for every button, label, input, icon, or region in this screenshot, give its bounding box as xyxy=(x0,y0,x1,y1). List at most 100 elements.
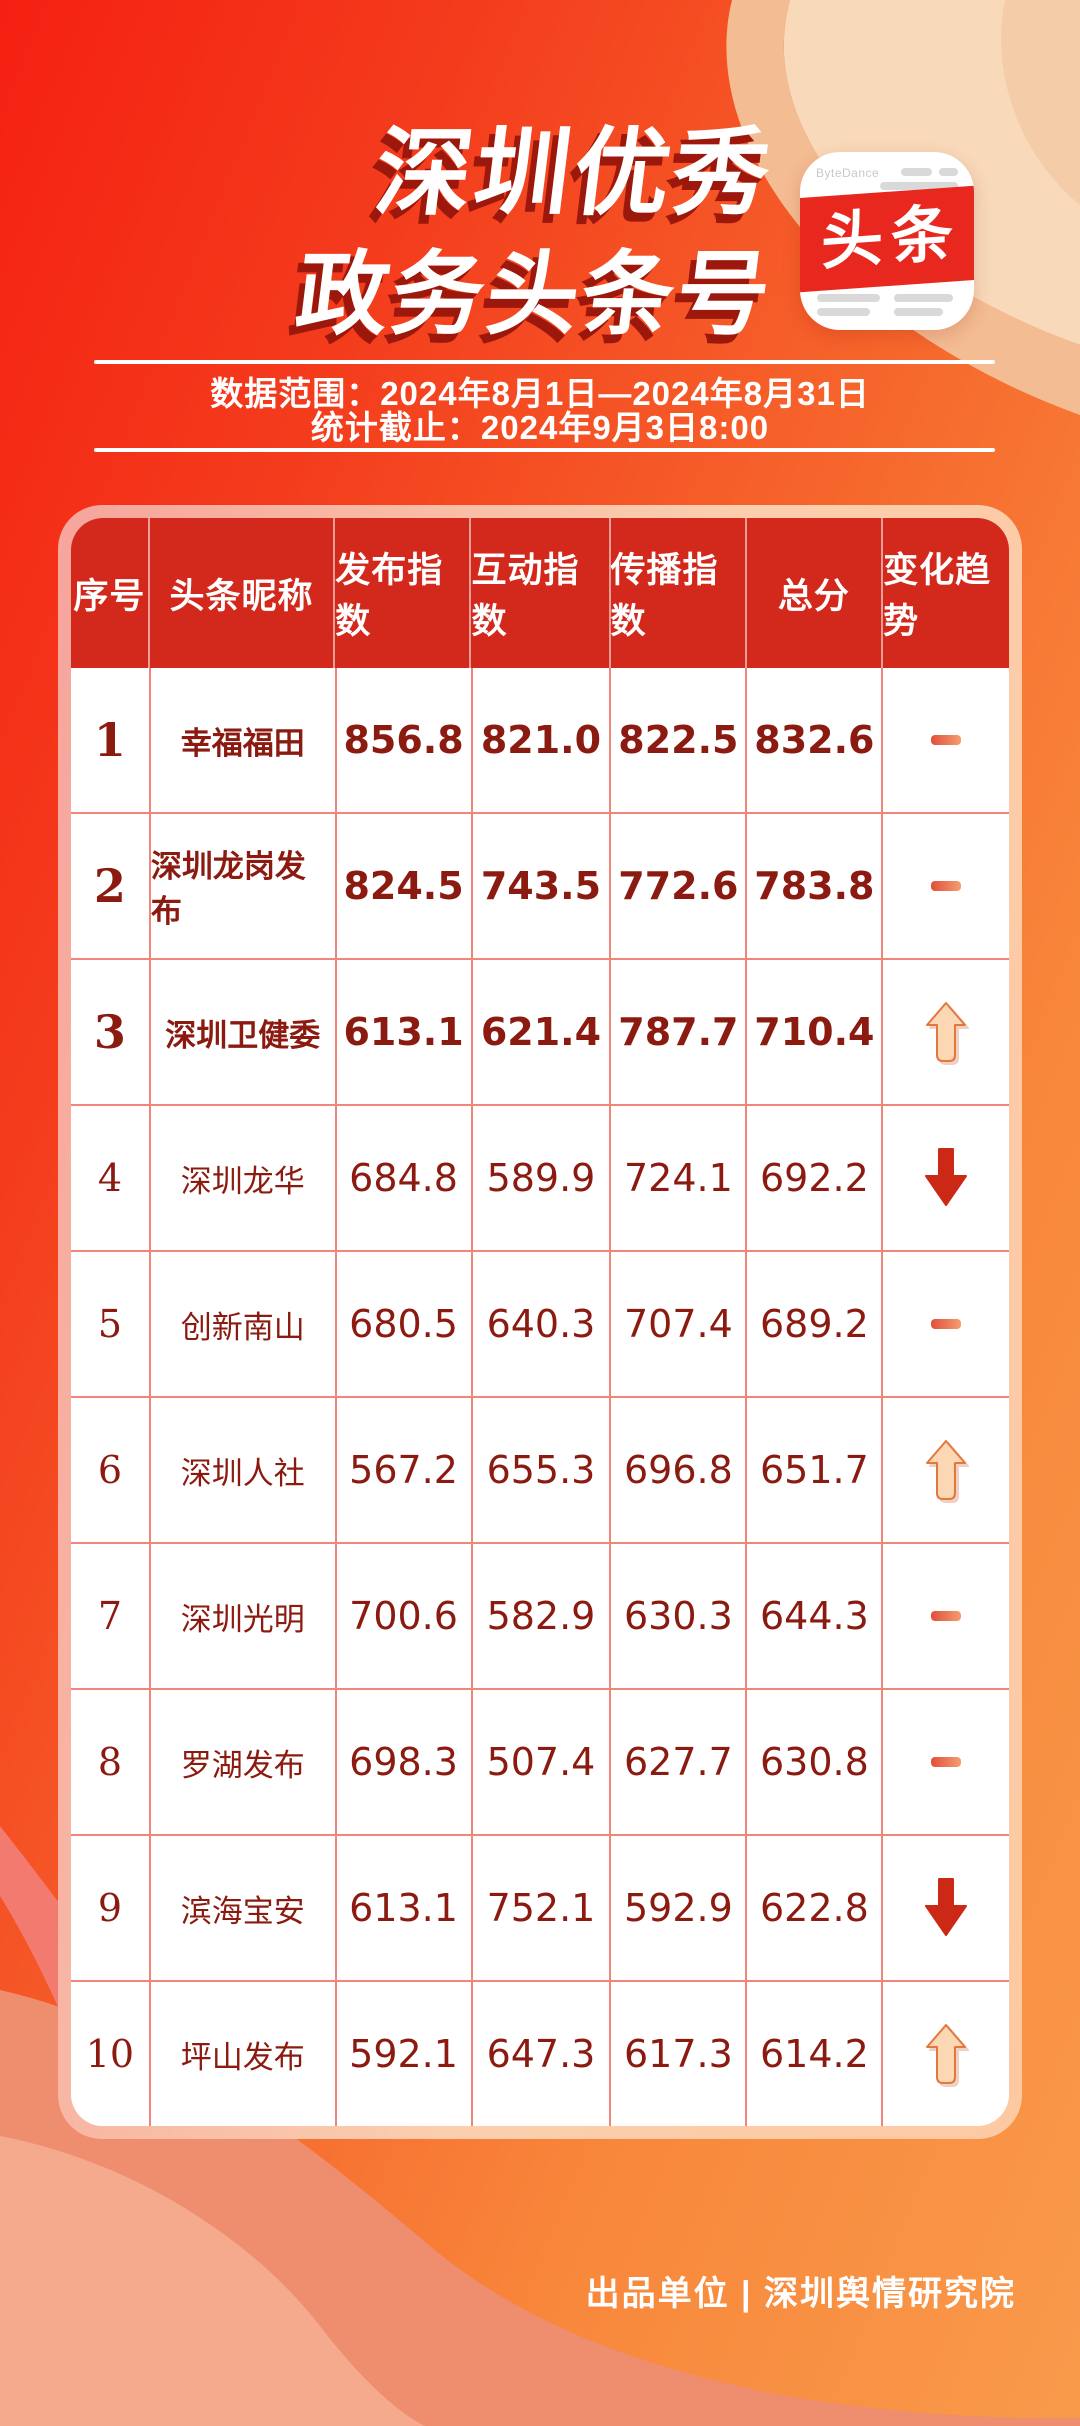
header-cell-6: 变化趋势 xyxy=(881,518,1009,668)
nickname-cell: 创新南山 xyxy=(148,1252,335,1396)
toutiao-badge-text: 头条 xyxy=(821,198,961,278)
trend-cell xyxy=(881,960,1009,1104)
rank-cell: 8 xyxy=(97,1740,123,1784)
trend-flat-icon xyxy=(931,735,962,745)
stats-cutoff-label: 统计截止：2024年9月3日8:00 xyxy=(310,409,770,446)
total-score-cell: 710.4 xyxy=(745,960,881,1104)
trend-flat-icon xyxy=(931,881,962,891)
rank-cell: 10 xyxy=(85,2032,135,2076)
trend-cell xyxy=(881,814,1009,958)
nickname-cell: 幸福福田 xyxy=(148,668,335,812)
divider-line-top xyxy=(94,360,995,364)
newspaper-line-icon xyxy=(900,168,933,176)
publish-index-cell: 700.6 xyxy=(334,1544,471,1688)
header-cell-3: 互动指数 xyxy=(469,518,608,668)
nickname-cell: 坪山发布 xyxy=(148,1982,335,2126)
header-cell-5: 总分 xyxy=(744,518,881,668)
total-score-cell: 651.7 xyxy=(745,1398,881,1542)
nickname-cell: 深圳龙岗发布 xyxy=(148,814,335,958)
nickname-cell: 深圳卫健委 xyxy=(148,960,335,1104)
trend-cell xyxy=(881,1982,1009,2126)
nickname-cell: 滨海宝安 xyxy=(148,1836,335,1980)
rank-cell: 3 xyxy=(93,1005,126,1059)
spread-index-cell: 772.6 xyxy=(609,814,745,958)
page-title: 深圳优秀 政务头条号 xyxy=(291,116,779,350)
toutiao-red-band: 头条 xyxy=(800,185,974,293)
toutiao-app-icon: ByteDance 头条 xyxy=(800,152,974,330)
rank-cell: 9 xyxy=(97,1886,123,1930)
bytedance-brand-text: ByteDance xyxy=(816,166,880,180)
rank-cell: 1 xyxy=(93,713,126,767)
table-row: 1 幸福福田 856.8 821.0 822.5 832.6 xyxy=(71,668,1009,812)
total-score-cell: 614.2 xyxy=(745,1982,881,2126)
total-score-cell: 689.2 xyxy=(745,1252,881,1396)
table-row: 10 坪山发布 592.1 647.3 617.3 614.2 xyxy=(71,1980,1009,2126)
spread-index-cell: 707.4 xyxy=(609,1252,745,1396)
total-score-cell: 783.8 xyxy=(745,814,881,958)
table-row: 3 深圳卫健委 613.1 621.4 787.7 710.4 xyxy=(71,958,1009,1104)
trend-cell xyxy=(881,1252,1009,1396)
interaction-index-cell: 647.3 xyxy=(470,1982,610,2126)
publish-index-cell: 613.1 xyxy=(334,960,471,1104)
interaction-index-cell: 640.3 xyxy=(470,1252,610,1396)
trend-up-icon xyxy=(924,1438,968,1502)
divider-line-bottom xyxy=(94,448,995,452)
newspaper-line-icon xyxy=(893,308,943,316)
trend-cell xyxy=(881,1398,1009,1542)
trend-cell xyxy=(881,1544,1009,1688)
newspaper-line-icon xyxy=(817,294,881,302)
total-score-cell: 630.8 xyxy=(745,1690,881,1834)
header-cell-0: 序号 xyxy=(73,576,146,616)
publish-index-cell: 613.1 xyxy=(334,1836,471,1980)
spread-index-cell: 630.3 xyxy=(609,1544,745,1688)
trend-up-icon xyxy=(924,2022,968,2086)
spread-index-cell: 627.7 xyxy=(609,1690,745,1834)
header-cell-2: 发布指数 xyxy=(333,518,469,668)
spread-index-cell: 787.7 xyxy=(609,960,745,1104)
interaction-index-cell: 507.4 xyxy=(470,1690,610,1834)
spread-index-cell: 696.8 xyxy=(609,1398,745,1542)
data-range-label: 数据范围：2024年8月1日—2024年8月31日 xyxy=(210,375,870,412)
rank-cell: 4 xyxy=(97,1156,123,1200)
publish-index-cell: 824.5 xyxy=(334,814,471,958)
table-row: 9 滨海宝安 613.1 752.1 592.9 622.8 xyxy=(71,1834,1009,1980)
total-score-cell: 692.2 xyxy=(745,1106,881,1250)
total-score-cell: 832.6 xyxy=(745,668,881,812)
table-row: 7 深圳光明 700.6 582.9 630.3 644.3 xyxy=(71,1542,1009,1688)
rank-cell: 7 xyxy=(97,1594,123,1638)
table-row: 2 深圳龙岗发布 824.5 743.5 772.6 783.8 xyxy=(71,812,1009,958)
publish-index-cell: 698.3 xyxy=(334,1690,471,1834)
table-header-row: 序号 头条昵称 发布指数 互动指数 传播指数 总分 变化趋势 xyxy=(71,518,1009,668)
interaction-index-cell: 655.3 xyxy=(470,1398,610,1542)
spread-index-cell: 822.5 xyxy=(609,668,745,812)
trend-down-icon xyxy=(924,1878,968,1938)
trend-flat-icon xyxy=(931,1319,962,1329)
rank-cell: 5 xyxy=(97,1302,123,1346)
interaction-index-cell: 621.4 xyxy=(470,960,610,1104)
interaction-index-cell: 821.0 xyxy=(470,668,610,812)
title-line-1: 深圳优秀 xyxy=(369,120,779,227)
publish-index-cell: 856.8 xyxy=(334,668,471,812)
publish-index-cell: 680.5 xyxy=(334,1252,471,1396)
ranking-table: 序号 头条昵称 发布指数 互动指数 传播指数 总分 变化趋势 1 幸福福田 856.8 821.0… xyxy=(71,518,1009,2126)
spread-index-cell: 592.9 xyxy=(609,1836,745,1980)
nickname-cell: 深圳光明 xyxy=(148,1544,335,1688)
publish-index-cell: 684.8 xyxy=(334,1106,471,1250)
newspaper-line-icon xyxy=(939,168,959,176)
trend-cell xyxy=(881,668,1009,812)
trend-flat-icon xyxy=(931,1611,962,1621)
table-row: 6 深圳人社 567.2 655.3 696.8 651.7 xyxy=(71,1396,1009,1542)
trend-up-icon xyxy=(924,1000,968,1064)
rank-cell: 6 xyxy=(97,1448,123,1492)
trend-down-icon xyxy=(924,1148,968,1208)
publish-index-cell: 592.1 xyxy=(334,1982,471,2126)
trend-flat-icon xyxy=(931,1757,962,1767)
interaction-index-cell: 752.1 xyxy=(470,1836,610,1980)
interaction-index-cell: 589.9 xyxy=(470,1106,610,1250)
table-body: 1 幸福福田 856.8 821.0 822.5 832.6 2 深圳龙岗发布 824.5 743… xyxy=(71,668,1009,2126)
spread-index-cell: 724.1 xyxy=(609,1106,745,1250)
header-cell-4: 传播指数 xyxy=(608,518,745,668)
ranking-table-card: 序号 头条昵称 发布指数 互动指数 传播指数 总分 变化趋势 1 幸福福田 856.8 821.0… xyxy=(58,505,1022,2139)
newspaper-line-icon xyxy=(817,308,870,316)
